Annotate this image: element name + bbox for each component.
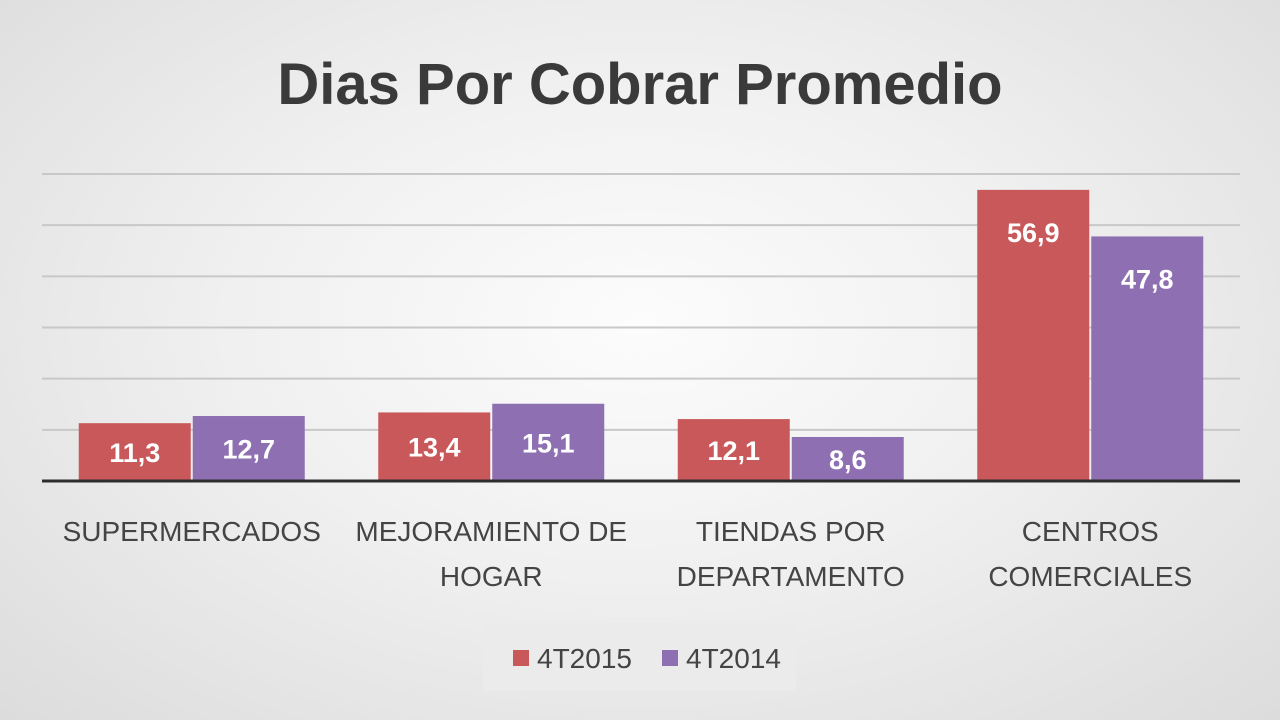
bar-4t2014: [492, 403, 605, 481]
bars: [78, 189, 1204, 481]
category-label: DEPARTAMENTO: [677, 561, 905, 592]
category-labels: SUPERMERCADOS MEJORAMIENTO DE HOGAR TIENDAS…: [63, 516, 1193, 592]
category-label: MEJORAMIENTO DE: [355, 516, 627, 547]
bar-4t2014: [791, 436, 904, 481]
data-labels: 11,3 12,7 13,4 15,1 12,1 8,6 56,9 47,8: [109, 218, 1173, 475]
data-label: 56,9: [1007, 218, 1060, 248]
category-label: TIENDAS POR: [696, 516, 886, 547]
legend-swatch-4t2014: [662, 650, 678, 666]
data-label: 12,1: [707, 436, 760, 466]
category-label: CENTROS: [1022, 516, 1159, 547]
data-label: 15,1: [522, 428, 575, 458]
legend-swatch-4t2015: [513, 650, 529, 666]
bar-4t2015: [977, 189, 1090, 481]
category-label: COMERCIALES: [988, 561, 1192, 592]
legend-box: [483, 623, 796, 691]
category-label: HOGAR: [440, 561, 543, 592]
data-label: 8,6: [829, 445, 867, 475]
bar-4t2015: [378, 412, 491, 481]
data-label: 11,3: [109, 438, 160, 468]
bar-4t2015: [677, 419, 790, 481]
category-label: SUPERMERCADOS: [63, 516, 321, 547]
data-label: 12,7: [222, 435, 275, 465]
legend-label: 4T2014: [686, 643, 781, 674]
bar-4t2014: [192, 416, 305, 481]
legend: 4T2015 4T2014: [483, 623, 796, 691]
bar-4t2015: [78, 423, 191, 481]
legend-label: 4T2015: [537, 643, 632, 674]
chart-title: Dias Por Cobrar Promedio: [277, 52, 1002, 117]
data-label: 47,8: [1121, 264, 1174, 294]
bar-4t2014: [1091, 236, 1204, 481]
data-label: 13,4: [408, 433, 461, 463]
